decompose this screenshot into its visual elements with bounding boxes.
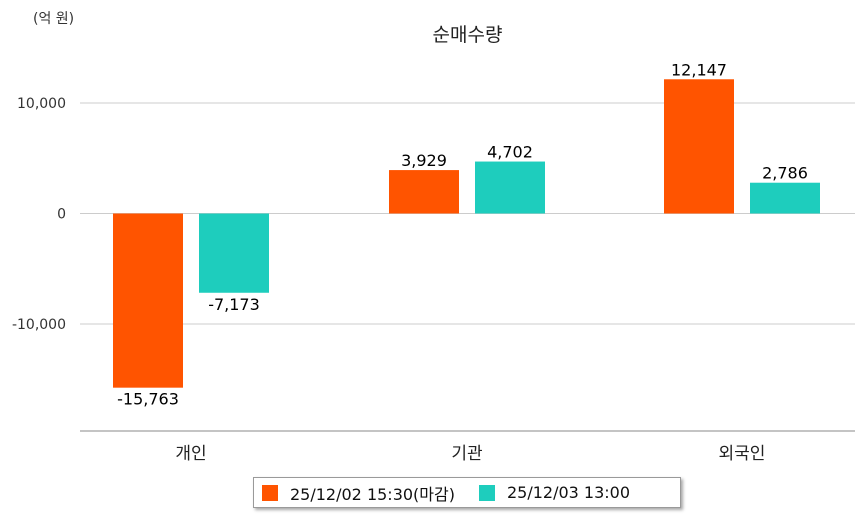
legend-item-series-2[interactable]: 25/12/03 13:00 bbox=[478, 483, 631, 502]
x-category-label: 개인 bbox=[175, 444, 206, 464]
chart-title: 순매수량 bbox=[432, 24, 503, 46]
legend-swatch-series-2 bbox=[478, 484, 495, 501]
unit-label: (억 원) bbox=[33, 11, 75, 27]
legend-label-series-1: 25/12/02 15:30(마감) bbox=[290, 484, 455, 504]
legend-swatch-series-1 bbox=[262, 484, 278, 501]
legend-label-series-2: 25/12/03 13:00 bbox=[506, 483, 631, 502]
bar bbox=[664, 79, 734, 214]
x-category-label: 외국인 bbox=[719, 444, 766, 464]
data-label: 12,147 bbox=[671, 60, 727, 79]
y-tick-label: -10,000 bbox=[12, 317, 66, 333]
chart-legend: 25/12/02 15:30(마감) 25/12/03 13:00 bbox=[253, 477, 681, 508]
bar bbox=[113, 213, 183, 388]
data-label: 4,702 bbox=[487, 143, 533, 162]
bar bbox=[750, 182, 820, 214]
y-tick-label: 10,000 bbox=[17, 96, 66, 112]
data-label: -15,763 bbox=[117, 390, 179, 409]
data-label: 2,786 bbox=[762, 164, 808, 183]
data-label: -7,173 bbox=[208, 295, 260, 314]
bar bbox=[389, 170, 459, 214]
legend-item-series-1[interactable]: 25/12/02 15:30(마감) bbox=[262, 481, 455, 505]
x-category-label: 기관 bbox=[451, 444, 482, 464]
bar bbox=[199, 213, 269, 293]
bar bbox=[475, 161, 545, 214]
y-tick-label: 0 bbox=[57, 207, 66, 223]
bar-chart: 10,000 0 -10,000 -15,763 -7,173 개인 3,929 4,702 기… bbox=[12, 60, 855, 464]
data-label: 3,929 bbox=[401, 151, 447, 170]
